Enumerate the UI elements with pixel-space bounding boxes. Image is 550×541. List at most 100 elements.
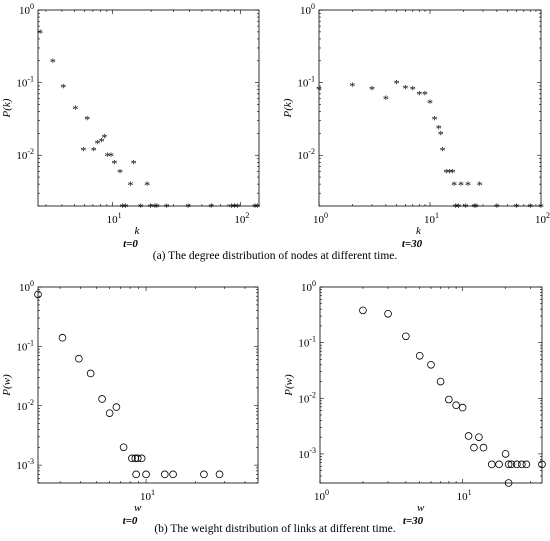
axes-frame [37, 9, 260, 207]
data-point-circle [495, 460, 503, 469]
data-point-asterisk: * [232, 200, 238, 214]
data-point-circle [112, 403, 121, 411]
data-point-asterisk: * [152, 200, 158, 214]
y-tick-label: 10-2 [16, 398, 34, 413]
y-tick-label: 10-1 [297, 75, 315, 90]
data-point-asterisk: * [122, 200, 128, 214]
data-point-asterisk: * [185, 200, 191, 214]
data-point-circle [131, 454, 140, 463]
data-point-asterisk: * [538, 200, 544, 214]
data-point-asterisk: * [447, 165, 453, 179]
data-point-asterisk: * [138, 200, 144, 214]
data-point-asterisk: * [458, 178, 464, 192]
panel-subtitle: t=0 [123, 238, 138, 250]
data-point-asterisk: * [94, 136, 100, 150]
data-point-asterisk: * [465, 178, 471, 192]
data-point-circle [487, 460, 496, 469]
data-point-asterisk: * [99, 134, 105, 148]
data-point-circle [445, 395, 453, 404]
data-point-circle [470, 443, 478, 452]
data-point-asterisk: * [438, 127, 444, 141]
data-point-circle [402, 332, 410, 341]
data-point-asterisk: * [235, 200, 241, 214]
data-point-asterisk: * [91, 143, 97, 157]
data-point-asterisk: * [463, 200, 469, 214]
data-point-asterisk: * [369, 82, 375, 96]
data-point-circle [464, 432, 473, 440]
data-point-asterisk: * [60, 81, 66, 95]
data-point-asterisk: * [80, 143, 86, 157]
data-point-asterisk: * [383, 92, 389, 106]
x-tick-label: 101 [140, 488, 155, 503]
data-point-asterisk: * [394, 77, 400, 91]
y-tick-label: 100 [19, 2, 34, 17]
data-point-circle [98, 395, 106, 403]
data-point-asterisk: * [72, 102, 78, 116]
panel-subtitle: t=0 [123, 515, 138, 527]
data-point-asterisk: * [527, 200, 533, 214]
data-point-circle [458, 403, 467, 412]
data-point-asterisk: * [427, 96, 433, 110]
axes-frame [37, 286, 259, 484]
data-point-asterisk: * [316, 82, 322, 96]
data-point-circle [475, 433, 483, 441]
caption-weight-distribution: (b) The weight distribution of links at … [154, 523, 396, 535]
x-axis-label: k [416, 225, 422, 237]
data-point-asterisk: * [148, 200, 154, 214]
data-point-circle [133, 454, 142, 463]
x-axis-label: w [417, 502, 425, 514]
data-point-asterisk: * [108, 149, 114, 163]
data-point-asterisk: * [436, 122, 442, 136]
y-tick-label: 10-3 [16, 457, 34, 472]
data-point-circle [452, 401, 460, 410]
data-point-circle [128, 454, 136, 463]
y-axis-label: P(k) [282, 98, 294, 118]
data-point-circle [137, 454, 146, 463]
data-point-circle [58, 333, 67, 342]
y-tick-label: 100 [300, 2, 315, 17]
data-point-asterisk: * [84, 113, 90, 127]
x-tick-label: 101 [457, 488, 472, 503]
data-point-circle [34, 290, 42, 299]
data-point-circle [160, 470, 169, 479]
panel-subtitle: t=30 [402, 238, 423, 250]
y-tick-label: 10-1 [298, 335, 316, 350]
y-tick-label: 10-2 [297, 147, 315, 162]
data-point-circle [105, 409, 114, 417]
x-tick-label: 101 [424, 211, 439, 226]
x-axis-label: k [135, 225, 141, 237]
data-point-circle [513, 460, 521, 469]
data-point-asterisk: * [131, 156, 137, 170]
y-tick-label: 10-2 [16, 147, 34, 162]
data-point-circle [142, 470, 150, 479]
data-point-circle [200, 470, 208, 479]
caption-degree-distribution: (a) The degree distribution of nodes at … [152, 250, 398, 262]
data-point-asterisk: * [101, 131, 107, 145]
data-point-circle [75, 354, 83, 363]
data-point-asterisk: * [477, 178, 483, 192]
data-point-circle [479, 443, 488, 452]
data-point-circle [86, 369, 95, 378]
data-point-asterisk: * [494, 200, 500, 214]
data-point-asterisk: * [453, 200, 459, 214]
data-point-asterisk: * [128, 178, 134, 192]
data-point-asterisk: * [451, 178, 457, 192]
data-point-asterisk: * [117, 165, 123, 179]
data-point-circle [119, 443, 128, 452]
data-point-asterisk: * [473, 200, 479, 214]
data-point-asterisk: * [450, 165, 456, 179]
data-point-circle [501, 450, 510, 458]
data-point-asterisk: * [416, 87, 422, 101]
data-point-asterisk: * [164, 200, 170, 214]
panel-subtitle: t=30 [403, 515, 424, 527]
y-axis-label: P(w) [283, 374, 295, 397]
y-tick-label: 100 [301, 279, 316, 294]
data-point-circle [427, 360, 435, 369]
data-point-asterisk: * [440, 143, 446, 157]
data-point-circle [384, 309, 392, 318]
data-point-asterisk: * [228, 200, 234, 214]
data-point-circle [169, 470, 177, 479]
data-point-asterisk: * [422, 87, 428, 101]
